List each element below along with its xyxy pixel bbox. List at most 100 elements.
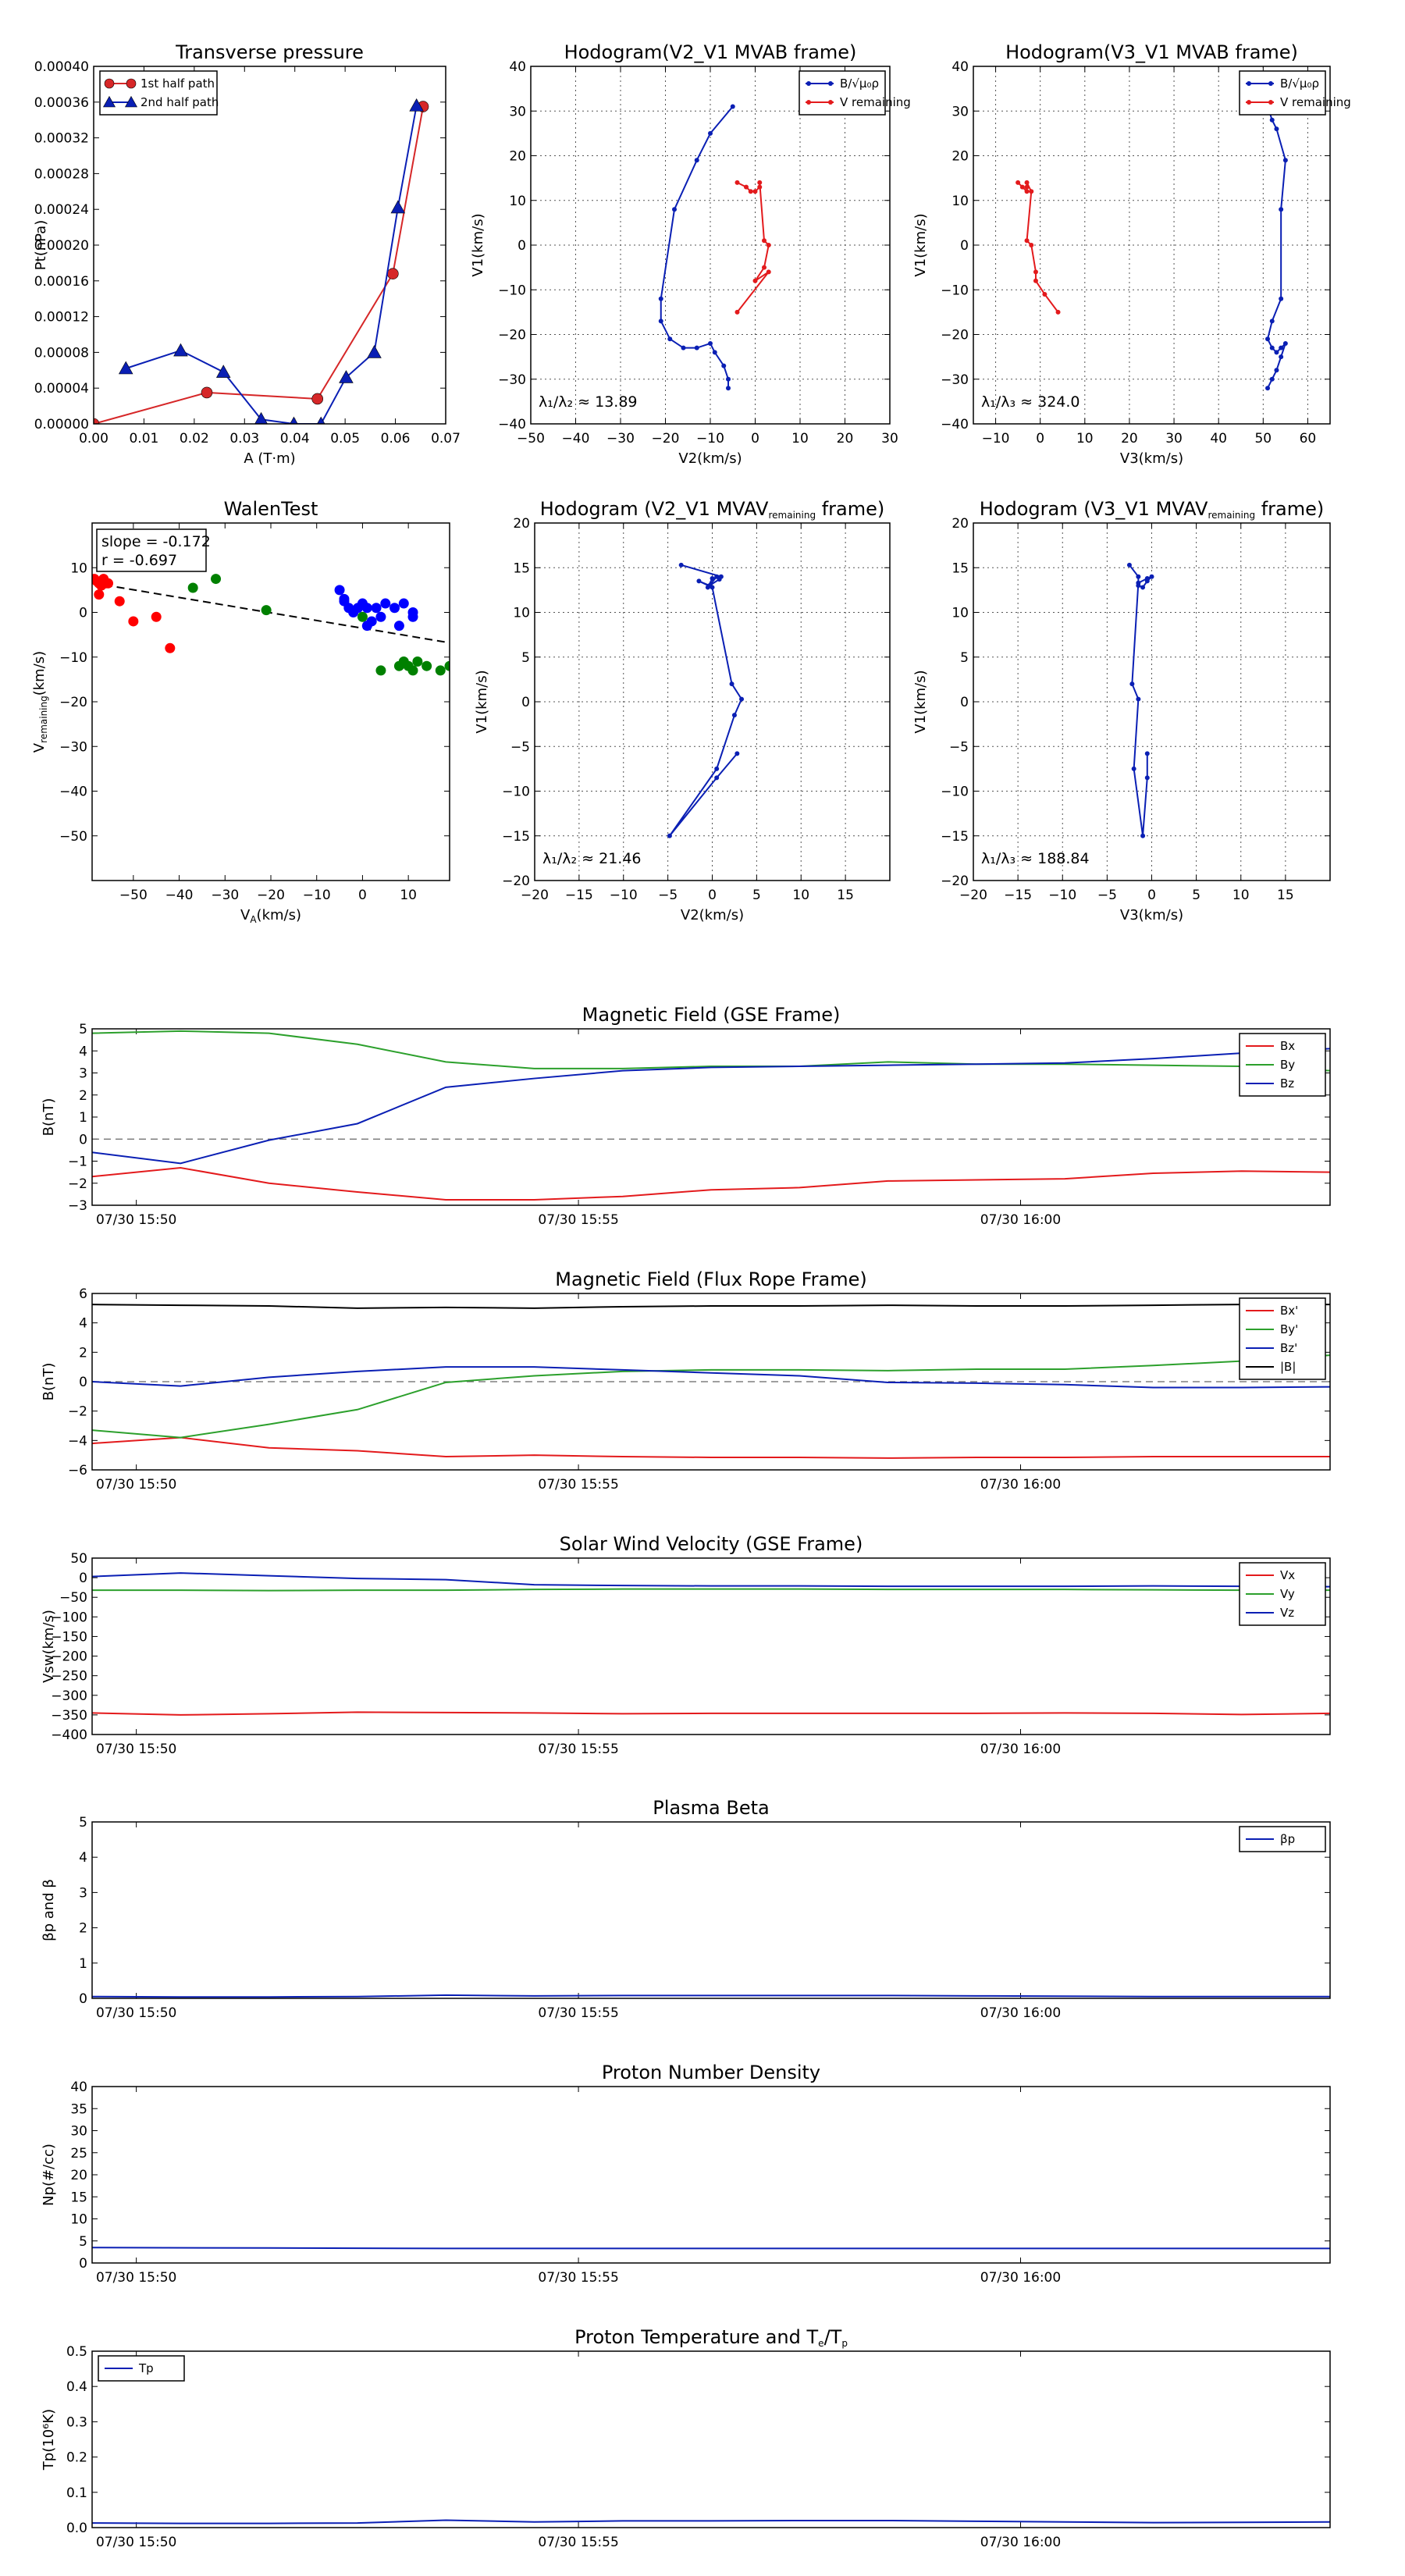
legend-marker bbox=[806, 81, 811, 86]
y-tick-label: 1 bbox=[79, 1956, 87, 1972]
data-layer bbox=[92, 1304, 1330, 1459]
series-b--point bbox=[1269, 117, 1275, 123]
series-1-point bbox=[1136, 580, 1141, 585]
chart-title: Plasma Beta bbox=[653, 1797, 769, 1819]
x-tick-label: 07/30 15:50 bbox=[96, 2535, 176, 2550]
series-v-remaining-point bbox=[748, 189, 753, 194]
stats-text: r = -0.697 bbox=[101, 552, 177, 569]
series-1-point bbox=[667, 833, 672, 838]
legend: Vx Vy Vz bbox=[1239, 1562, 1326, 1626]
x-tick-label: 0.06 bbox=[381, 431, 411, 447]
data-layer bbox=[92, 2247, 1330, 2250]
series-3-point bbox=[380, 598, 391, 609]
series-b--point bbox=[730, 104, 735, 109]
series-b--point bbox=[1274, 350, 1279, 355]
y-tick-label: 2 bbox=[79, 1345, 87, 1361]
chart-title: Proton Temperature and Te/Tp bbox=[574, 2326, 848, 2349]
plot-frame bbox=[530, 66, 891, 425]
plot-frame bbox=[91, 522, 450, 881]
legend: 1st half path 2nd half path bbox=[99, 70, 219, 116]
y-tick-label: −30 bbox=[941, 372, 969, 388]
legend-marker bbox=[828, 100, 833, 105]
y-tick-label: −30 bbox=[498, 372, 526, 388]
x-axis-label: V3(km/s) bbox=[1120, 907, 1183, 923]
series-3-point bbox=[398, 598, 409, 609]
y-tick-label: −50 bbox=[59, 1590, 87, 1606]
plot-frame bbox=[91, 1293, 1331, 1471]
series-v-remaining-point bbox=[735, 180, 740, 185]
series-3-point bbox=[334, 585, 345, 596]
chart-title: Transverse pressure bbox=[175, 41, 364, 63]
y-tick-label: −10 bbox=[941, 283, 969, 298]
data-layer bbox=[1126, 562, 1154, 838]
series-2-point bbox=[407, 665, 418, 676]
y-tick-label: 0.00020 bbox=[34, 238, 89, 254]
series-1-line bbox=[669, 564, 743, 837]
x-tick-label: 50 bbox=[1254, 431, 1272, 447]
x-tick-label: 07/30 15:55 bbox=[538, 2270, 618, 2286]
plot-area bbox=[92, 1822, 1330, 1998]
eigenvalue-ratio-annotation: λ₁/λ₂ ≈ 13.89 bbox=[539, 393, 638, 411]
y-tick-label: 20 bbox=[509, 149, 526, 165]
x-tick-label: −40 bbox=[165, 888, 194, 903]
series-3-point bbox=[371, 603, 382, 614]
y-tick-label: −250 bbox=[51, 1669, 87, 1685]
series-b--point bbox=[658, 296, 663, 301]
y-tick-label: 20 bbox=[70, 2168, 87, 2183]
legend-label: V remaining bbox=[1280, 95, 1351, 109]
x-tick-label: −10 bbox=[982, 431, 1010, 447]
legend-label: V remaining bbox=[840, 95, 911, 109]
chart-panel-5: −20 −15 −10 −5 0 5 10 15 −20 −15 −10 −5 0 5 10 15 20 Hodo… bbox=[474, 498, 891, 923]
data-layer bbox=[658, 104, 771, 391]
x-axis-label: A (T·m) bbox=[244, 450, 295, 467]
y-tick-label: 0.00000 bbox=[34, 417, 89, 432]
legend-box bbox=[99, 70, 218, 116]
y-tick-label: 0.00036 bbox=[34, 95, 89, 111]
x-tick-label: −15 bbox=[1004, 888, 1032, 903]
series-v-remaining-point bbox=[752, 278, 758, 283]
x-tick-label: 07/30 15:55 bbox=[538, 2005, 618, 2021]
y-tick-label: −10 bbox=[59, 650, 87, 666]
series-1-point bbox=[710, 575, 715, 581]
series-b--point bbox=[712, 350, 717, 355]
series-1-point bbox=[696, 578, 702, 584]
legend-marker bbox=[126, 78, 137, 89]
data-layer bbox=[92, 1572, 1330, 1716]
series-1-point bbox=[1140, 833, 1146, 838]
legend-marker bbox=[1268, 81, 1273, 86]
y-tick-label: 1 bbox=[79, 1110, 87, 1126]
eigenvalue-ratio-annotation: λ₁/λ₃ ≈ 324.0 bbox=[981, 393, 1080, 411]
x-tick-label: −50 bbox=[119, 888, 148, 903]
y-tick-label: 5 bbox=[79, 1022, 87, 1037]
y-tick-label: 15 bbox=[951, 560, 969, 576]
chart-title: Proton Number Density bbox=[602, 2062, 820, 2083]
legend-label: Bx' bbox=[1280, 1304, 1298, 1318]
x-axis-label: V2(km/s) bbox=[678, 450, 742, 467]
x-tick-label: 20 bbox=[1121, 431, 1138, 447]
plot-area bbox=[92, 1029, 1330, 1205]
y-tick-label: 30 bbox=[951, 104, 969, 119]
x-tick-label: 10 bbox=[1076, 431, 1094, 447]
y-tick-label: −20 bbox=[941, 328, 969, 343]
y-tick-label: 0.4 bbox=[66, 2379, 87, 2395]
chart-title: Solar Wind Velocity (GSE Frame) bbox=[560, 1533, 863, 1555]
series-bz-line bbox=[92, 1048, 1330, 1165]
plot-frame bbox=[91, 1028, 1331, 1206]
series-2nd-half-path-point bbox=[173, 343, 188, 357]
series-1-point bbox=[165, 642, 176, 653]
series-2-point bbox=[435, 665, 446, 676]
series--p-line bbox=[92, 1994, 1330, 1998]
legend-label: B/√μ₀ρ bbox=[1280, 76, 1319, 91]
y-tick-label: 5 bbox=[960, 650, 969, 666]
series-v-remaining-point bbox=[766, 269, 771, 275]
y-tick-label: 40 bbox=[951, 59, 969, 75]
x-tick-label: 10 bbox=[792, 888, 809, 903]
x-tick-label: 07/30 15:50 bbox=[96, 1742, 176, 1757]
chart-title: Magnetic Field (GSE Frame) bbox=[582, 1004, 841, 1026]
series-1-point bbox=[735, 751, 740, 756]
series-2-point bbox=[187, 582, 198, 593]
series-1st-half-path-point bbox=[94, 418, 100, 424]
chart-panel-4: −50 −40 −30 −20 −10 0 10 −50 −40 −30 −20 −10 0 10 Wale… bbox=[31, 498, 450, 925]
chart-panel-7: 07/30 15:50 07/30 15:55 07/30 16:00 −3 −2 −1 0… bbox=[41, 1004, 1331, 1228]
legend-marker bbox=[828, 81, 833, 86]
